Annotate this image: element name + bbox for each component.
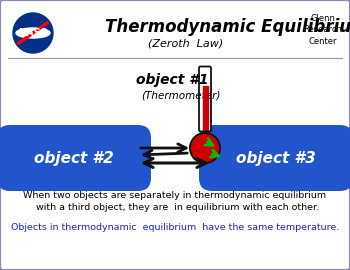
Text: Glenn
Research
Center: Glenn Research Center bbox=[303, 14, 342, 46]
Bar bbox=[203, 86, 208, 130]
Text: object #1: object #1 bbox=[136, 73, 208, 87]
Text: (Zeroth  Law): (Zeroth Law) bbox=[148, 39, 223, 49]
Circle shape bbox=[13, 13, 53, 53]
Text: NASA: NASA bbox=[18, 28, 48, 38]
Text: Objects in thermodynamic  equilibrium  have the same temperature.: Objects in thermodynamic equilibrium hav… bbox=[11, 224, 339, 232]
Text: object #3: object #3 bbox=[236, 150, 316, 166]
FancyBboxPatch shape bbox=[0, 125, 151, 191]
Text: Thermodynamic Equilibrium: Thermodynamic Equilibrium bbox=[105, 18, 350, 36]
Circle shape bbox=[190, 133, 220, 163]
Ellipse shape bbox=[16, 28, 50, 38]
Bar bbox=[201, 68, 210, 130]
Text: object #2: object #2 bbox=[34, 150, 114, 166]
Text: (Thermometer): (Thermometer) bbox=[141, 91, 221, 101]
Text: with a third object, they are  in equilibrium with each other.: with a third object, they are in equilib… bbox=[30, 204, 320, 212]
Text: When two objects are separately in thermodynamic equilibrium: When two objects are separately in therm… bbox=[23, 191, 327, 201]
FancyBboxPatch shape bbox=[199, 125, 350, 191]
